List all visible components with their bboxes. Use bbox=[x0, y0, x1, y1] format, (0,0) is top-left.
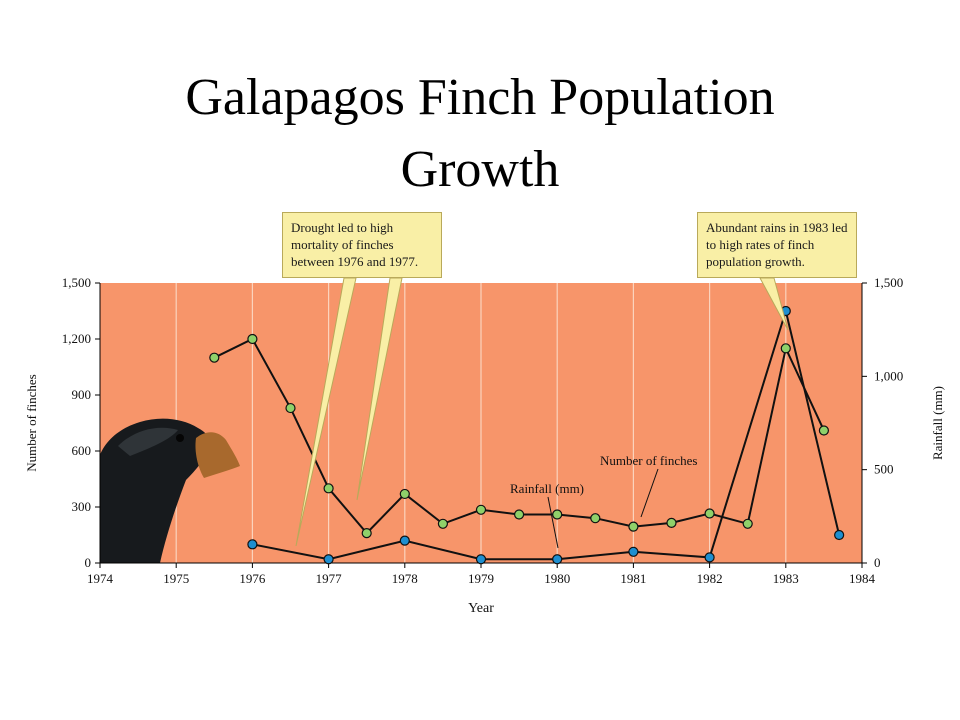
rainfall-point bbox=[247, 539, 258, 550]
finch-point bbox=[666, 517, 677, 528]
finch-point bbox=[552, 509, 563, 520]
x-tick-label: 1975 bbox=[163, 571, 189, 586]
rainfall-point bbox=[704, 552, 715, 563]
finch-point bbox=[323, 483, 334, 494]
y-right-tick-label: 0 bbox=[874, 555, 881, 570]
y-left-tick-label: 1,500 bbox=[62, 275, 91, 290]
rainfall-point bbox=[323, 554, 334, 565]
rains-callout-pointer bbox=[759, 277, 789, 331]
rainfall-point bbox=[475, 554, 487, 565]
annotation-finches: Number of finches bbox=[600, 453, 697, 468]
x-tick-label: 1974 bbox=[87, 571, 114, 586]
x-tick-label: 1978 bbox=[392, 571, 418, 586]
y-left-tick-label: 300 bbox=[72, 499, 92, 514]
finch-point bbox=[704, 508, 715, 519]
rainfall-point bbox=[834, 529, 845, 541]
rainfall-point bbox=[552, 554, 563, 565]
finch-point bbox=[818, 425, 830, 436]
title-line-2: Growth bbox=[400, 141, 560, 198]
finch-point bbox=[628, 521, 639, 532]
x-tick-label: 1976 bbox=[239, 571, 266, 586]
x-tick-label: 1982 bbox=[697, 571, 723, 586]
annotation-finches-leader bbox=[640, 468, 659, 518]
finch-point bbox=[475, 504, 487, 515]
finch-point bbox=[247, 333, 258, 345]
finch-point bbox=[361, 528, 372, 539]
y-left-tick-label: 1,200 bbox=[62, 331, 91, 346]
finch-point bbox=[437, 518, 448, 529]
drought-callout-pointer-2 bbox=[356, 277, 403, 501]
drought-callout-pointer-1 bbox=[295, 277, 357, 547]
finch-illustration bbox=[100, 418, 240, 563]
x-tick-label: 1983 bbox=[773, 571, 799, 586]
drought-callout: Drought led to high mortality of finches… bbox=[282, 212, 442, 278]
rains-callout: Abundant rains in 1983 led to high rates… bbox=[697, 212, 857, 278]
finch-point bbox=[399, 488, 410, 500]
rainfall-point bbox=[399, 535, 410, 546]
y-right-tick-label: 1,500 bbox=[874, 275, 903, 290]
x-tick-label: 1981 bbox=[620, 571, 646, 586]
finch-point bbox=[209, 352, 220, 363]
x-axis-label: Year bbox=[468, 601, 494, 616]
annotation-rainfall: Rainfall (mm) bbox=[510, 481, 584, 496]
finch-point bbox=[285, 402, 296, 414]
rainfall-point bbox=[628, 546, 639, 557]
y-left-tick-label: 600 bbox=[72, 443, 92, 458]
y-right-tick-label: 1,000 bbox=[874, 368, 903, 383]
x-tick-label: 1980 bbox=[544, 571, 570, 586]
finch-point bbox=[780, 343, 791, 354]
y-right-tick-label: 500 bbox=[874, 462, 894, 477]
y-axis-label-right: Rainfall (mm) bbox=[930, 386, 945, 460]
y-left-tick-label: 900 bbox=[72, 387, 92, 402]
y-left-tick-label: 0 bbox=[85, 555, 92, 570]
finch-point bbox=[590, 513, 601, 524]
x-tick-label: 1979 bbox=[468, 571, 494, 586]
finch-point bbox=[742, 518, 753, 529]
x-tick-label: 1984 bbox=[849, 571, 876, 586]
annotation-rainfall-leader bbox=[547, 496, 559, 549]
x-tick-label: 1977 bbox=[316, 571, 343, 586]
title-line-1: Galapagos Finch Population bbox=[185, 69, 775, 126]
slide-title: Galapagos Finch Population Growth bbox=[0, 62, 960, 206]
finch-point bbox=[513, 509, 525, 520]
y-axis-label-left: Number of finches bbox=[24, 374, 39, 471]
